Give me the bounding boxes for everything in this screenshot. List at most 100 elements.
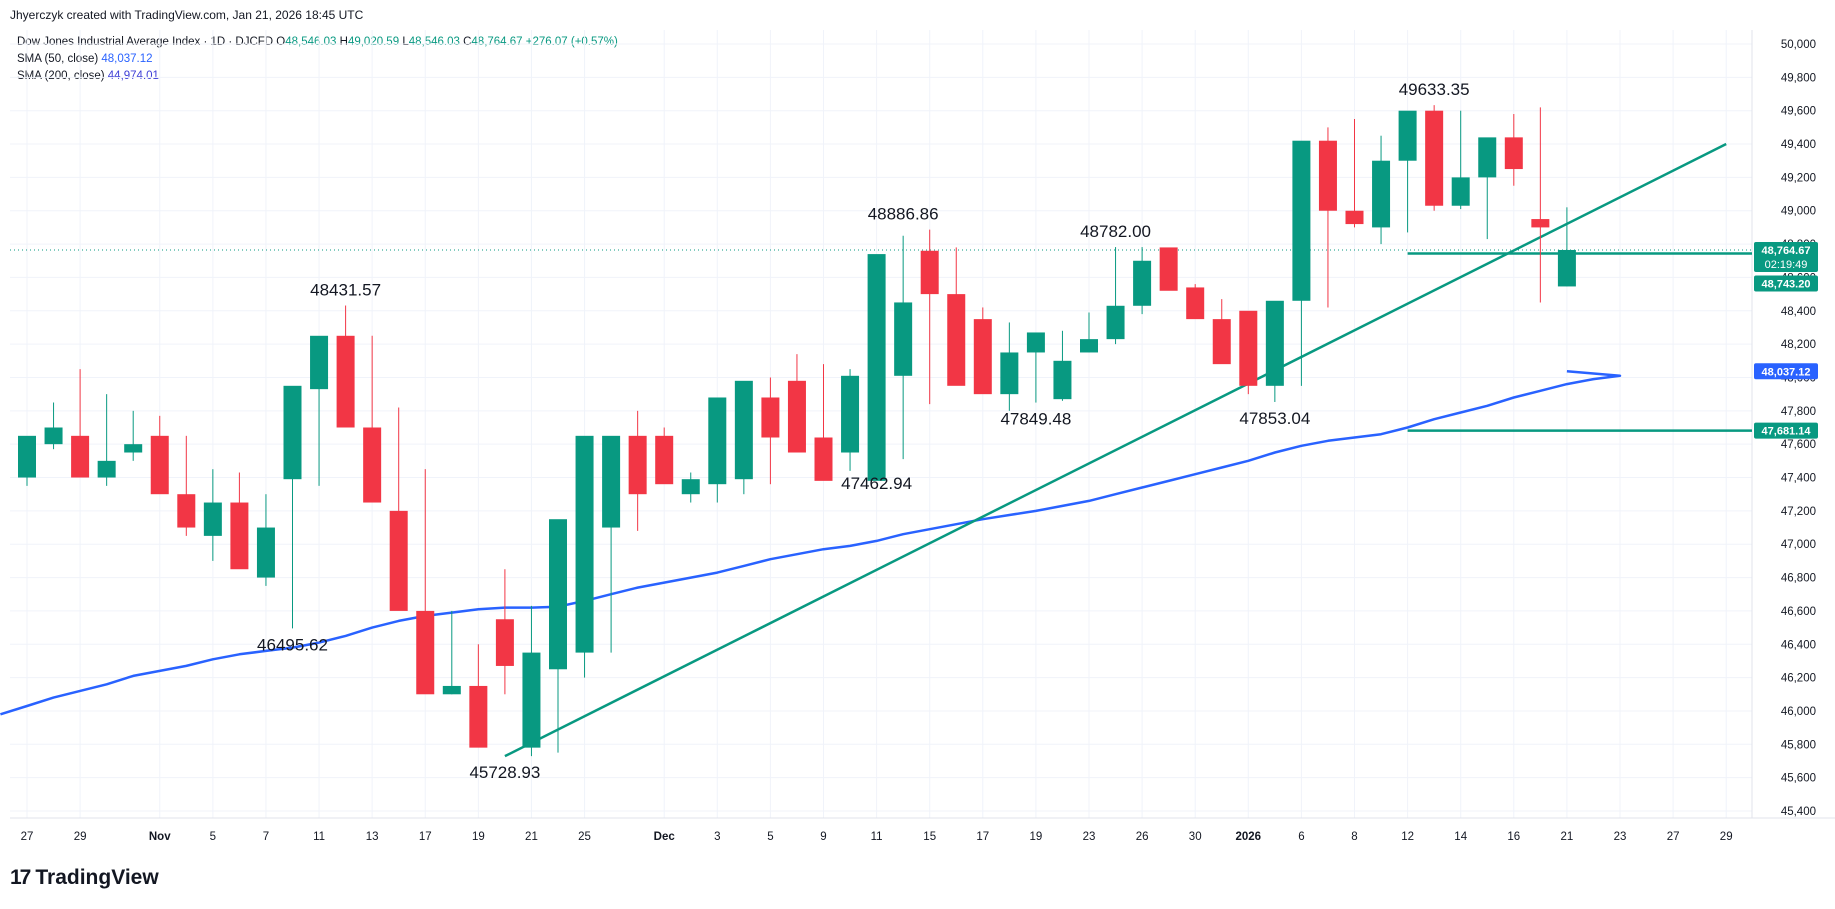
candle-body (495, 619, 514, 666)
price-tick-label: 46,200 (1781, 673, 1816, 685)
candle-body (841, 375, 860, 453)
candle-body (734, 380, 753, 480)
candle-body (1398, 110, 1417, 161)
time-tick-label: 27 (21, 831, 34, 843)
high-label: H (339, 36, 348, 48)
candle-body (1504, 137, 1523, 170)
symbol-label[interactable]: Dow Jones Industrial Average Index · 1D … (17, 36, 274, 48)
open-label: O (276, 36, 286, 48)
sma200-label: SMA (200, close) (17, 70, 105, 82)
time-tick-label: 21 (1561, 831, 1574, 843)
time-tick-label: 19 (472, 831, 485, 843)
price-annotation: 49633.35 (1399, 80, 1470, 99)
candle-body (150, 435, 169, 495)
price-tick-label: 46,800 (1781, 573, 1816, 585)
time-tick-label: 23 (1614, 831, 1627, 843)
price-tag-label: 48,764.67 (1762, 245, 1811, 257)
candle-body (256, 527, 275, 578)
sma200-legend-row[interactable]: SMA (200, close) 44,974.01 (17, 68, 618, 85)
price-tag-label: 48,743.20 (1762, 279, 1811, 291)
candle-body (1318, 140, 1337, 211)
price-tick-label: 47,800 (1781, 406, 1816, 418)
price-tick-label: 46,400 (1781, 639, 1816, 651)
tradingview-logo-icon: 17 (10, 866, 31, 889)
price-tick-label: 49,600 (1781, 106, 1816, 118)
candle-body (1080, 339, 1098, 353)
change-value: +276.07 (+0.57%) (525, 36, 618, 48)
candle-body (18, 435, 36, 478)
price-tick-label: 48,400 (1781, 306, 1816, 318)
price-tick-label: 47,200 (1781, 506, 1816, 518)
candle-body (177, 494, 196, 528)
high-value: 49,020.59 (347, 36, 400, 48)
price-tick-label: 49,800 (1781, 72, 1816, 84)
time-tick-label: Dec (654, 831, 676, 843)
low-label: L (402, 36, 409, 48)
candle-body (1159, 247, 1178, 291)
candle-body (283, 385, 302, 480)
candle-body (1186, 287, 1205, 320)
tradingview-brand[interactable]: 17 TradingView (10, 866, 159, 890)
time-tick-label: 13 (366, 831, 379, 843)
sma200-value: 44,974.01 (107, 70, 159, 82)
candle-body (363, 427, 382, 503)
price-tag (1754, 363, 1818, 380)
time-tick-label: 12 (1401, 831, 1414, 843)
candle-body (71, 435, 90, 478)
candle-body (1531, 219, 1550, 228)
candle-body (1026, 332, 1045, 353)
price-tick-label: 49,000 (1781, 206, 1816, 218)
price-tag-label: 48,037.12 (1762, 366, 1811, 378)
price-tick-label: 47,000 (1781, 539, 1816, 551)
sma50-line (0, 370, 1622, 716)
candle-body (442, 685, 461, 695)
candle-body (124, 444, 143, 453)
time-tick-label: 21 (525, 831, 538, 843)
candle-body (973, 319, 992, 395)
candle-body (97, 460, 116, 478)
time-tick-label: 26 (1136, 831, 1149, 843)
candle-body (814, 437, 833, 481)
candle-body (416, 610, 435, 695)
chart-author-line: Jhyerczyk created with TradingView.com, … (10, 8, 364, 22)
candle-body (761, 397, 780, 438)
sma50-label: SMA (50, close) (17, 53, 99, 65)
candle-body (628, 435, 647, 495)
trend-line (504, 142, 1727, 758)
price-tick-label: 46,000 (1781, 706, 1816, 718)
candle-body (947, 294, 966, 386)
low-value: 48,546.03 (408, 36, 460, 48)
candle-body (1239, 310, 1258, 386)
candle-body (655, 435, 674, 485)
close-value: 48,764.67 (471, 36, 523, 48)
sma50-legend-row[interactable]: SMA (50, close) 48,037.12 (17, 51, 618, 68)
time-tick-label: 17 (976, 831, 989, 843)
candle-body (1451, 177, 1470, 206)
price-tick-label: 45,600 (1781, 773, 1816, 785)
price-tag (1754, 275, 1818, 292)
time-tick-label: 9 (820, 831, 826, 843)
time-tick-label: 2026 (1236, 831, 1262, 843)
time-tick-label: 11 (313, 831, 325, 843)
time-tick-label: 29 (74, 831, 87, 843)
time-tick-label: 6 (1298, 831, 1304, 843)
candle-body (602, 435, 621, 528)
time-tick-label: 25 (578, 831, 591, 843)
brand-name: TradingView (35, 866, 159, 889)
price-tick-label: 48,200 (1781, 339, 1816, 351)
candle-body (469, 685, 488, 748)
price-tick-label: 49,400 (1781, 139, 1816, 151)
candle-body (787, 380, 806, 453)
candle-body (310, 335, 329, 390)
ohlc-legend-row: Dow Jones Industrial Average Index · 1D … (17, 34, 618, 51)
candle-body (1133, 260, 1152, 306)
price-tick-label: 47,400 (1781, 473, 1816, 485)
price-tick-label: 45,400 (1781, 806, 1816, 818)
price-tick-label: 45,800 (1781, 739, 1816, 751)
price-annotation: 48886.86 (868, 205, 939, 224)
time-tick-label: 14 (1454, 831, 1467, 843)
price-annotation: 47849.48 (1000, 410, 1071, 429)
candle-body (708, 397, 727, 485)
candle-body (1345, 210, 1364, 225)
